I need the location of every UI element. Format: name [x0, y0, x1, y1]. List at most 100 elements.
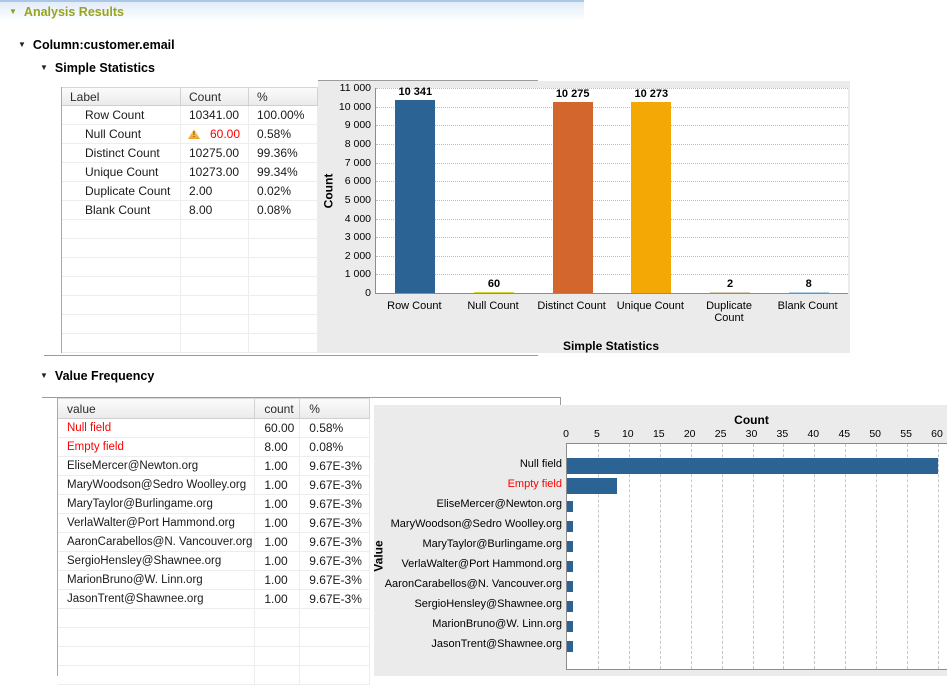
- empty-cell: [249, 258, 318, 276]
- count-cell: 1.00: [255, 495, 301, 513]
- plot-area: [566, 443, 947, 670]
- gridline: [376, 237, 848, 239]
- empty-cell: [249, 315, 318, 333]
- column-header[interactable]: Count: [181, 88, 249, 105]
- y-category-label: EliseMercer@Newton.org: [436, 498, 563, 510]
- table-row[interactable]: EliseMercer@Newton.org 1.00 9.67E-3%: [58, 457, 370, 476]
- table-row[interactable]: Blank Count 8.00 0.08%: [62, 201, 318, 220]
- table-row[interactable]: VerlaWalter@Port Hammond.org 1.00 9.67E-3%: [58, 514, 370, 533]
- empty-cell: [58, 666, 256, 684]
- y-axis-title: Value: [374, 540, 386, 572]
- gridline: [783, 444, 785, 669]
- simple-statistics-section-header[interactable]: ▼ Simple Statistics: [40, 60, 155, 75]
- y-tick-label: 10 000: [338, 100, 371, 113]
- percent-cell: 0.58%: [249, 125, 318, 143]
- table-row[interactable]: MaryWoodson@Sedro Woolley.org 1.00 9.67E-3…: [58, 476, 370, 495]
- x-tick-label: 60: [931, 428, 943, 440]
- empty-cell: [62, 296, 181, 314]
- label-cell: Blank Count: [62, 201, 181, 219]
- x-tick-label: 45: [838, 428, 851, 440]
- count-cell: 10273.00: [181, 163, 249, 181]
- gridline: [376, 181, 848, 183]
- empty-cell: [300, 628, 370, 646]
- bar: [567, 580, 574, 592]
- table-row[interactable]: MarionBruno@W. Linn.org 1.00 9.67E-3%: [58, 571, 370, 590]
- bar-value-label: 10 275: [555, 87, 590, 100]
- count-cell: 8.00: [255, 438, 301, 456]
- table-row[interactable]: Empty field 8.00 0.08%: [58, 438, 370, 457]
- gridline: [659, 444, 661, 669]
- empty-cell: [181, 296, 249, 314]
- gridline: [376, 255, 848, 257]
- empty-cell: [62, 239, 181, 257]
- value-frequency-table: value count% Null field 60.00 0.58% Empty fie…: [57, 398, 370, 685]
- x-tick-label: 50: [869, 428, 882, 440]
- collapse-arrow-icon[interactable]: ▼: [9, 7, 17, 16]
- y-tick-label: 4 000: [344, 212, 371, 225]
- percent-cell: 0.58%: [300, 419, 370, 437]
- empty-cell: [58, 647, 256, 665]
- y-category-label: MarionBruno@W. Linn.org: [432, 618, 562, 630]
- x-tick-label: 20: [683, 428, 696, 440]
- empty-row: [62, 315, 318, 334]
- y-category-label: MaryTaylor@Burlingame.org: [422, 538, 562, 550]
- empty-cell: [58, 628, 256, 646]
- value-cell: MarionBruno@W. Linn.org: [58, 571, 256, 589]
- empty-cell: [249, 296, 318, 314]
- table-row[interactable]: Null Count! 60.00 0.58%: [62, 125, 318, 144]
- column-header[interactable]: Label: [62, 88, 181, 105]
- table-row[interactable]: Unique Count 10273.00 99.34%: [62, 163, 318, 182]
- bar: [631, 101, 672, 293]
- percent-cell: 9.67E-3%: [300, 571, 370, 589]
- column-header[interactable]: %: [300, 399, 370, 418]
- bar: [567, 520, 574, 532]
- empty-cell: [300, 609, 370, 627]
- column-section-header[interactable]: ▼ Column:customer.email: [18, 37, 175, 52]
- label-cell: Row Count: [62, 106, 181, 124]
- collapse-arrow-icon[interactable]: ▼: [40, 62, 48, 72]
- empty-cell: [181, 220, 249, 238]
- x-tick-label: 35: [776, 428, 789, 440]
- y-tick-label: 9 000: [344, 119, 371, 132]
- bar: [552, 101, 593, 293]
- count-cell: 10341.00: [181, 106, 249, 124]
- bar: [567, 620, 574, 632]
- bar: [567, 500, 574, 512]
- empty-cell: [62, 220, 181, 238]
- percent-cell: 99.36%: [249, 144, 318, 162]
- x-tick-label: 40: [807, 428, 820, 440]
- empty-cell: [255, 666, 301, 684]
- value-frequency-section-header[interactable]: ▼ Value Frequency: [40, 368, 154, 383]
- analysis-results-header[interactable]: ▼ Analysis Results: [0, 0, 584, 22]
- empty-cell: [62, 277, 181, 295]
- table-row[interactable]: MaryTaylor@Burlingame.org 1.00 9.67E-3%: [58, 495, 370, 514]
- bar: [710, 291, 750, 293]
- empty-cell: [300, 666, 370, 684]
- empty-cell: [300, 647, 370, 665]
- column-header[interactable]: count: [255, 399, 301, 418]
- count-cell: 1.00: [255, 590, 301, 608]
- gridline: [876, 444, 878, 669]
- table-row[interactable]: Null field 60.00 0.58%: [58, 419, 370, 438]
- x-category-label: Blank Count: [777, 300, 838, 312]
- column-section-title: Column:customer.email: [32, 37, 175, 52]
- collapse-arrow-icon[interactable]: ▼: [18, 39, 26, 49]
- table-row[interactable]: Distinct Count 10275.00 99.36%: [62, 144, 318, 163]
- table-row[interactable]: Row Count 10341.00 100.00%: [62, 106, 318, 125]
- count-cell: 1.00: [255, 571, 301, 589]
- table-row[interactable]: JasonTrent@Shawnee.org 1.00 9.67E-3%: [58, 590, 370, 609]
- table-row[interactable]: AaronCarabellos@N. Vancouver.org 1.00 9.67…: [58, 533, 370, 552]
- empty-cell: [181, 277, 249, 295]
- table-row[interactable]: SergioHensley@Shawnee.org 1.00 9.67E-3%: [58, 552, 370, 571]
- count-value: 60.00: [209, 127, 240, 141]
- count-cell: ! 60.00: [181, 125, 249, 143]
- column-header[interactable]: %: [249, 88, 318, 105]
- gridline: [938, 444, 939, 669]
- column-header[interactable]: value: [58, 399, 256, 418]
- collapse-arrow-icon[interactable]: ▼: [40, 370, 48, 380]
- bar: [567, 540, 574, 552]
- label-cell: Unique Count: [62, 163, 181, 181]
- table-row[interactable]: Duplicate Count 2.00 0.02%: [62, 182, 318, 201]
- empty-cell: [249, 220, 318, 238]
